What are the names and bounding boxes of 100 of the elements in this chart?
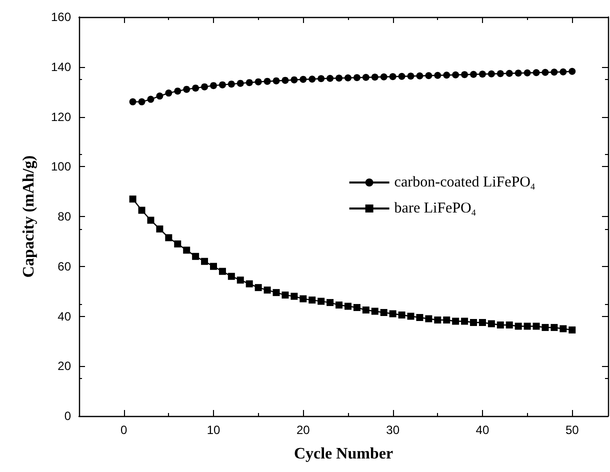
point [550, 68, 558, 76]
point [174, 88, 182, 95]
point [560, 68, 567, 76]
point [425, 72, 432, 80]
point [496, 321, 504, 328]
point [470, 70, 478, 78]
point [264, 286, 271, 294]
point [478, 70, 486, 78]
y-axis-title: Capacity (mAh/g) [20, 155, 38, 278]
point [344, 74, 352, 82]
point [300, 76, 307, 83]
point [550, 324, 558, 331]
point [300, 295, 307, 302]
point [416, 72, 424, 80]
point [568, 68, 576, 75]
point [183, 246, 190, 254]
point [353, 74, 360, 82]
point [478, 318, 486, 326]
point [542, 324, 549, 331]
point [443, 72, 450, 79]
point [246, 280, 253, 288]
x-axis-title: Cycle Number [294, 446, 394, 462]
point [210, 262, 217, 270]
point [254, 78, 262, 86]
point [236, 80, 244, 87]
point [371, 308, 378, 315]
point [532, 69, 540, 76]
point [318, 298, 325, 305]
point [282, 292, 289, 299]
point [308, 76, 316, 83]
point [452, 318, 460, 325]
point [470, 318, 478, 326]
point [192, 84, 200, 92]
point [371, 74, 378, 81]
x-tick-label: 30 [386, 423, 400, 437]
y-tick-label: 80 [58, 210, 72, 224]
point [532, 322, 540, 330]
point [336, 74, 343, 82]
y-tick-label: 100 [50, 160, 72, 174]
point [389, 73, 396, 80]
point [290, 292, 298, 300]
y-tick-label: 40 [58, 309, 72, 324]
point [246, 79, 253, 86]
point [353, 304, 360, 312]
x-tick-label: 50 [565, 423, 580, 437]
point [218, 81, 226, 88]
point [254, 284, 262, 292]
point [524, 69, 531, 76]
point [568, 326, 576, 334]
y-tick-label: 0 [64, 409, 72, 423]
point [326, 74, 334, 82]
point [210, 82, 217, 90]
point [290, 76, 298, 84]
point [174, 240, 182, 248]
point [496, 70, 504, 78]
point [129, 196, 136, 203]
point [344, 302, 352, 310]
point [228, 272, 235, 280]
point [326, 299, 334, 306]
point [156, 92, 164, 100]
y-tick-label: 140 [50, 60, 72, 74]
point [407, 312, 414, 320]
point [488, 320, 495, 328]
point [398, 312, 406, 319]
x-tick-label: 20 [296, 423, 310, 437]
point [461, 318, 468, 325]
y-tick-label: 60 [58, 259, 72, 274]
point [362, 306, 370, 314]
point [461, 71, 468, 78]
point [272, 289, 280, 296]
point [506, 321, 513, 328]
point [425, 315, 432, 322]
point [147, 96, 154, 103]
point [272, 77, 280, 84]
point [416, 314, 424, 321]
point [380, 309, 388, 316]
point [506, 70, 513, 77]
point [407, 72, 414, 80]
point [362, 74, 370, 81]
x-tick-label: 10 [206, 423, 220, 437]
point [165, 234, 172, 242]
y-tick-label: 120 [50, 110, 72, 124]
point [336, 302, 343, 309]
point [434, 72, 442, 79]
point [398, 72, 406, 80]
point [138, 206, 146, 214]
point [138, 98, 146, 106]
point [236, 276, 244, 284]
y-tick-label: 20 [58, 359, 72, 374]
point [228, 80, 235, 88]
point [147, 216, 154, 224]
point [201, 83, 208, 90]
x-tick-label: 0 [120, 423, 128, 437]
point [560, 325, 567, 332]
point [452, 71, 460, 78]
point [218, 268, 226, 275]
point [308, 296, 316, 304]
point [488, 70, 495, 78]
point [389, 310, 396, 318]
point [514, 322, 522, 330]
